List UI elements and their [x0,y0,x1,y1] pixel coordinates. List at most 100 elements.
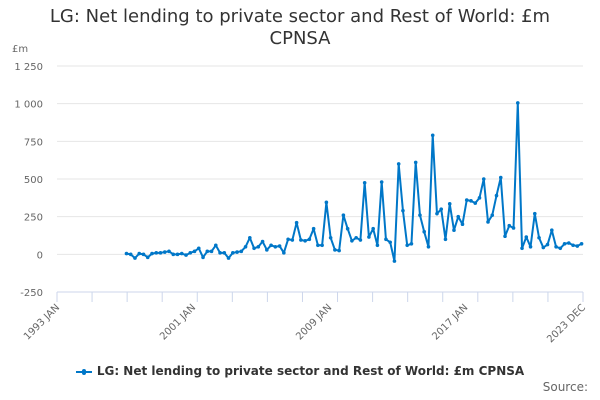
data-point-marker[interactable] [388,240,392,245]
data-point-marker[interactable] [299,238,303,242]
data-point-marker[interactable] [345,226,350,231]
data-point-marker[interactable] [426,245,431,249]
data-point-marker[interactable] [213,243,218,248]
data-point-marker[interactable] [469,199,473,203]
data-point-marker[interactable] [503,234,507,239]
data-point-marker[interactable] [567,241,571,245]
data-point-marker[interactable] [273,245,278,249]
data-point-marker[interactable] [367,235,371,239]
data-point-marker[interactable] [137,251,142,256]
data-point-marker[interactable] [375,243,380,248]
data-point-marker[interactable] [328,235,333,240]
data-point-marker[interactable] [571,243,575,248]
data-point-marker[interactable] [413,160,418,165]
data-point-marker[interactable] [435,211,439,216]
data-point-marker[interactable] [575,244,580,248]
data-point-marker[interactable] [256,245,261,249]
data-point-marker[interactable] [162,250,167,254]
data-point-marker[interactable] [243,245,248,249]
data-point-marker[interactable] [260,239,265,244]
data-point-marker[interactable] [294,220,299,225]
data-point-marker[interactable] [205,249,210,254]
data-point-marker[interactable] [124,251,129,256]
data-point-marker[interactable] [405,243,409,248]
data-point-marker[interactable] [490,213,495,217]
data-point-marker[interactable] [384,237,388,242]
data-point-marker[interactable] [316,243,320,248]
data-point-marker[interactable] [192,249,197,254]
data-point-marker[interactable] [511,226,516,230]
data-point-marker[interactable] [248,235,252,240]
data-point-marker[interactable] [218,251,222,255]
data-point-marker[interactable] [371,226,375,231]
data-point-marker[interactable] [418,213,422,217]
data-point-marker[interactable] [422,229,427,234]
data-point-marker[interactable] [175,252,180,257]
data-point-marker[interactable] [341,213,346,217]
data-point-marker[interactable] [481,177,486,181]
data-point-marker[interactable] [579,241,584,246]
data-point-marker[interactable] [532,211,537,216]
data-point-marker[interactable] [222,251,227,255]
data-point-marker[interactable] [447,202,452,206]
data-point-marker[interactable] [473,201,478,205]
data-point-marker[interactable] [209,249,214,254]
data-point-marker[interactable] [528,245,533,249]
data-point-marker[interactable] [231,251,235,255]
data-point-marker[interactable] [452,228,456,233]
data-point-marker[interactable] [282,251,286,255]
data-point-marker[interactable] [158,251,163,255]
data-point-marker[interactable] [235,250,239,254]
series-line[interactable] [126,101,583,263]
data-point-marker[interactable] [537,235,541,240]
data-point-marker[interactable] [562,241,567,246]
data-point-marker[interactable] [358,238,363,242]
data-point-marker[interactable] [184,253,188,257]
data-point-marker[interactable] [354,235,358,240]
data-point-marker[interactable] [430,133,435,138]
data-point-marker[interactable] [290,238,295,242]
data-point-marker[interactable] [286,237,290,242]
data-point-marker[interactable] [154,251,159,255]
data-point-marker[interactable] [515,101,520,105]
data-point-marker[interactable] [460,222,465,226]
data-point-marker[interactable] [188,251,193,255]
data-point-marker[interactable] [409,241,414,246]
data-point-marker[interactable] [324,200,329,205]
data-point-marker[interactable] [320,243,324,248]
data-point-marker[interactable] [167,249,171,254]
data-point-marker[interactable] [520,246,524,251]
data-point-marker[interactable] [196,246,201,251]
data-point-marker[interactable] [494,193,499,198]
data-point-marker[interactable] [486,220,490,224]
data-point-marker[interactable] [545,242,550,247]
data-point-marker[interactable] [477,196,482,200]
data-point-marker[interactable] [150,251,154,256]
data-point-marker[interactable] [379,180,384,184]
data-point-marker[interactable] [439,207,444,211]
data-point-marker[interactable] [128,252,133,257]
data-point-marker[interactable] [252,246,256,251]
data-point-marker[interactable] [507,223,512,228]
data-point-marker[interactable] [133,256,137,260]
data-point-marker[interactable] [456,214,461,219]
data-point-marker[interactable] [265,248,269,252]
data-point-marker[interactable] [350,238,354,243]
data-point-marker[interactable] [362,180,367,185]
legend-item[interactable]: LG: Net lending to private sector and Re… [0,364,600,378]
data-point-marker[interactable] [307,237,312,242]
data-point-marker[interactable] [392,259,397,263]
data-point-marker[interactable] [401,208,405,213]
data-point-marker[interactable] [396,162,401,166]
data-point-marker[interactable] [554,245,558,249]
data-point-marker[interactable] [303,238,307,243]
data-point-marker[interactable] [337,248,341,253]
data-series[interactable] [124,101,584,263]
data-point-marker[interactable] [277,244,282,248]
data-point-marker[interactable] [524,235,529,239]
data-point-marker[interactable] [464,198,469,202]
data-point-marker[interactable] [311,226,316,231]
data-point-marker[interactable] [201,255,205,260]
data-point-marker[interactable] [498,175,503,180]
data-point-marker[interactable] [141,252,146,257]
